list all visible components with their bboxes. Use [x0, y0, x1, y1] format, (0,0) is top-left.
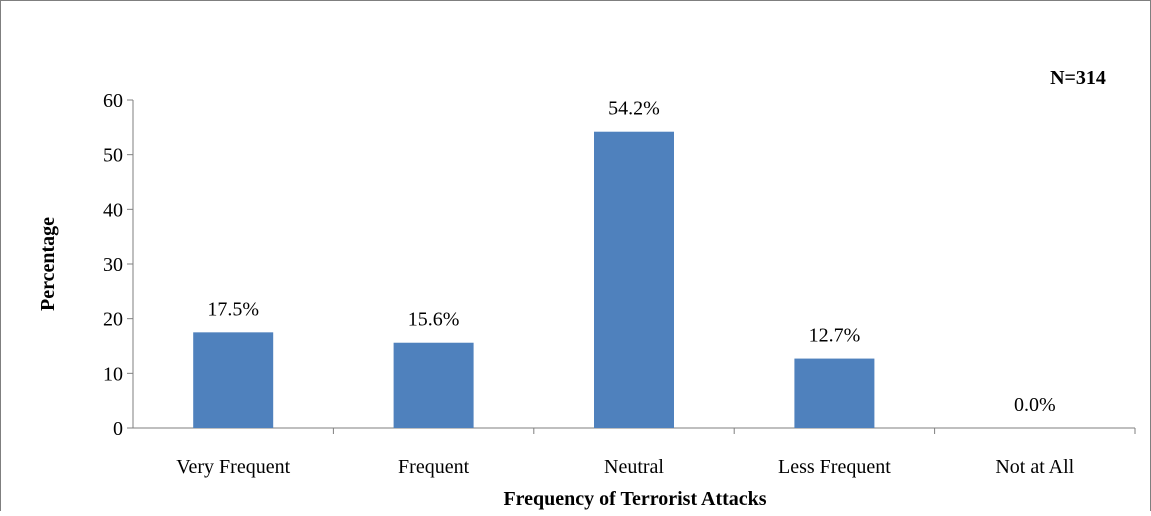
- x-category-label: Not at All: [995, 456, 1074, 478]
- sample-size-annotation: N=314: [1050, 67, 1106, 89]
- y-tick-label: 0: [113, 418, 123, 440]
- y-tick-label: 20: [103, 309, 123, 331]
- x-category-label: Neutral: [604, 456, 664, 478]
- data-label: 15.6%: [408, 309, 460, 331]
- data-label: 54.2%: [608, 98, 660, 120]
- bar-less-frequent: [794, 358, 875, 428]
- y-tick-label: 50: [103, 145, 123, 167]
- category-labels: Very Frequent Frequent Neutral Less Frequen…: [176, 456, 1074, 478]
- data-label: 17.5%: [207, 298, 259, 320]
- bar-neutral: [594, 131, 674, 428]
- y-tick-label: 30: [103, 254, 123, 276]
- x-axis-title: Frequency of Terrorist Attacks: [503, 488, 766, 510]
- y-tick-label: 40: [103, 199, 123, 221]
- data-labels: 17.5% 15.6% 54.2% 12.7% 0.0%: [207, 98, 1055, 416]
- x-category-label: Frequent: [398, 456, 470, 478]
- y-tick-label: 60: [103, 90, 123, 112]
- y-axis-title: Percentage: [37, 217, 59, 311]
- x-category-label: Very Frequent: [176, 456, 290, 478]
- y-tick-label: 10: [103, 363, 123, 385]
- bar-very-frequent: [193, 332, 274, 428]
- bars: [193, 131, 875, 428]
- data-label: 12.7%: [809, 325, 861, 347]
- data-label: 0.0%: [1014, 394, 1056, 416]
- y-axis: 0 10 20 30 40 50 60: [103, 90, 134, 440]
- x-category-label: Less Frequent: [778, 456, 891, 478]
- bar-frequent: [393, 342, 474, 428]
